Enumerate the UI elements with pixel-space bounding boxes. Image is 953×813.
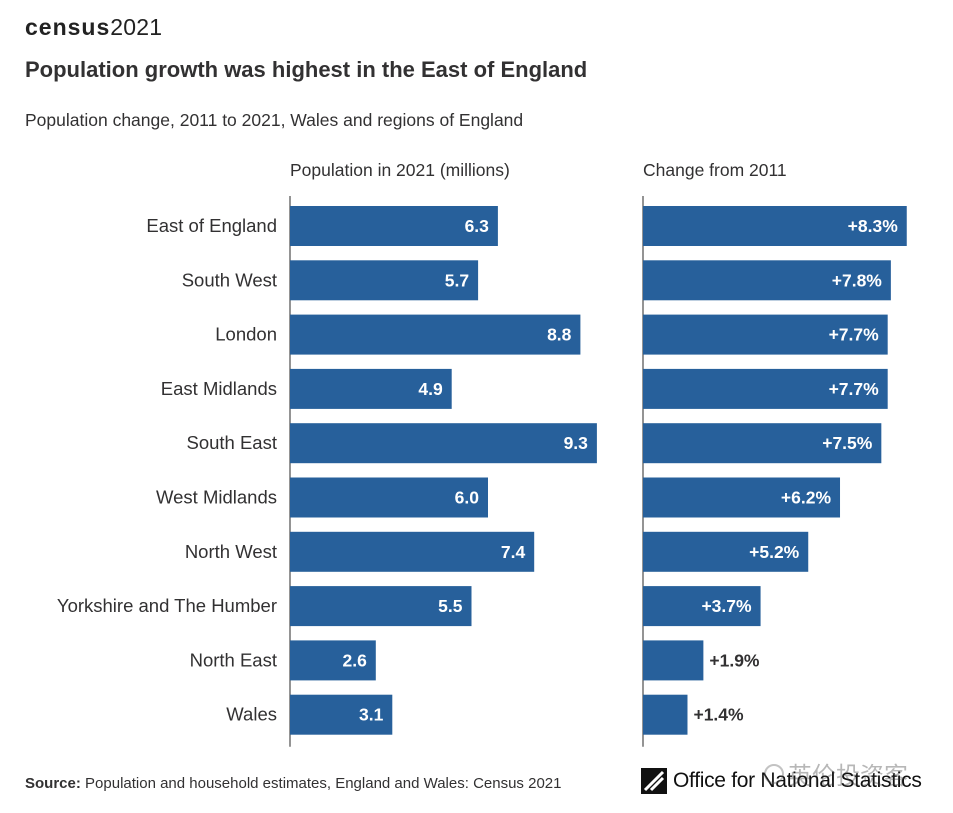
bar: [290, 206, 498, 246]
bar: [290, 694, 393, 735]
category-label: East Midlands: [161, 378, 277, 399]
bar: [290, 368, 452, 409]
bar: [290, 586, 472, 627]
data-label: +6.2%: [781, 488, 832, 508]
data-label: 7.4: [501, 542, 526, 562]
data-label: +7.7%: [829, 325, 880, 345]
chart-title: Population growth was highest in the Eas…: [25, 57, 588, 82]
data-label: +1.9%: [709, 650, 760, 670]
watermark: 英伦投资客: [764, 756, 908, 791]
bar: [643, 477, 841, 518]
source-text: Population and household estimates, Engl…: [85, 775, 562, 792]
logo-year: 2021: [110, 14, 163, 40]
panel-title: Population in 2021 (millions): [290, 160, 510, 180]
bar: [290, 423, 597, 464]
data-label: 2.6: [342, 650, 367, 670]
source-label: Source:: [25, 775, 81, 792]
census-logo: census2021: [25, 14, 162, 41]
bar: [643, 314, 888, 355]
chart-subtitle: Population change, 2011 to 2021, Wales a…: [25, 110, 524, 130]
data-label: 5.7: [445, 270, 469, 290]
data-label: 9.3: [564, 433, 589, 453]
category-label: North East: [190, 649, 277, 670]
wechat-icon: [764, 763, 784, 784]
category-label: South West: [182, 269, 277, 290]
data-label: 6.0: [455, 488, 480, 508]
data-label: 6.3: [465, 216, 490, 236]
category-label: Wales: [226, 704, 277, 725]
data-label: 4.9: [418, 379, 443, 399]
bar: [290, 640, 376, 681]
bar: [290, 314, 581, 355]
bar: [290, 260, 479, 301]
bar: [643, 640, 704, 681]
bar: [643, 423, 882, 464]
watermark-text: 英伦投资客: [788, 763, 908, 790]
bar: [643, 368, 888, 409]
data-label: 5.5: [438, 596, 463, 616]
ons-logo: Office for National Statistics: [641, 768, 922, 794]
ons-name: Office for National Statistics: [673, 769, 922, 792]
data-label: +8.3%: [848, 216, 899, 236]
category-label: East of England: [146, 215, 277, 236]
bar: [290, 531, 535, 572]
data-label: +7.5%: [822, 433, 873, 453]
data-label: +7.8%: [832, 270, 883, 290]
bar: [643, 260, 891, 301]
category-label: Yorkshire and The Humber: [57, 595, 277, 616]
bar: [290, 477, 488, 518]
data-label: 8.8: [547, 325, 572, 345]
chart-area: Population in 2021 (millions) East of Eng…: [57, 160, 907, 747]
data-label: +7.7%: [829, 379, 880, 399]
ons-icon: [641, 768, 667, 794]
category-label: West Midlands: [156, 487, 277, 508]
bar: [643, 586, 761, 627]
data-label: 3.1: [359, 705, 384, 725]
category-label: London: [215, 324, 277, 345]
data-label: +3.7%: [701, 596, 752, 616]
category-label: South East: [186, 432, 277, 453]
data-label: +1.4%: [693, 705, 744, 725]
bar: [643, 206, 907, 246]
logo-word: census: [25, 14, 111, 40]
data-label: +5.2%: [749, 542, 800, 562]
bar: [643, 531, 809, 572]
source-note: Source: Population and household estimat…: [25, 775, 561, 792]
bar: [643, 694, 688, 735]
panel-title: Change from 2011: [643, 160, 787, 180]
category-label: North West: [185, 541, 277, 562]
